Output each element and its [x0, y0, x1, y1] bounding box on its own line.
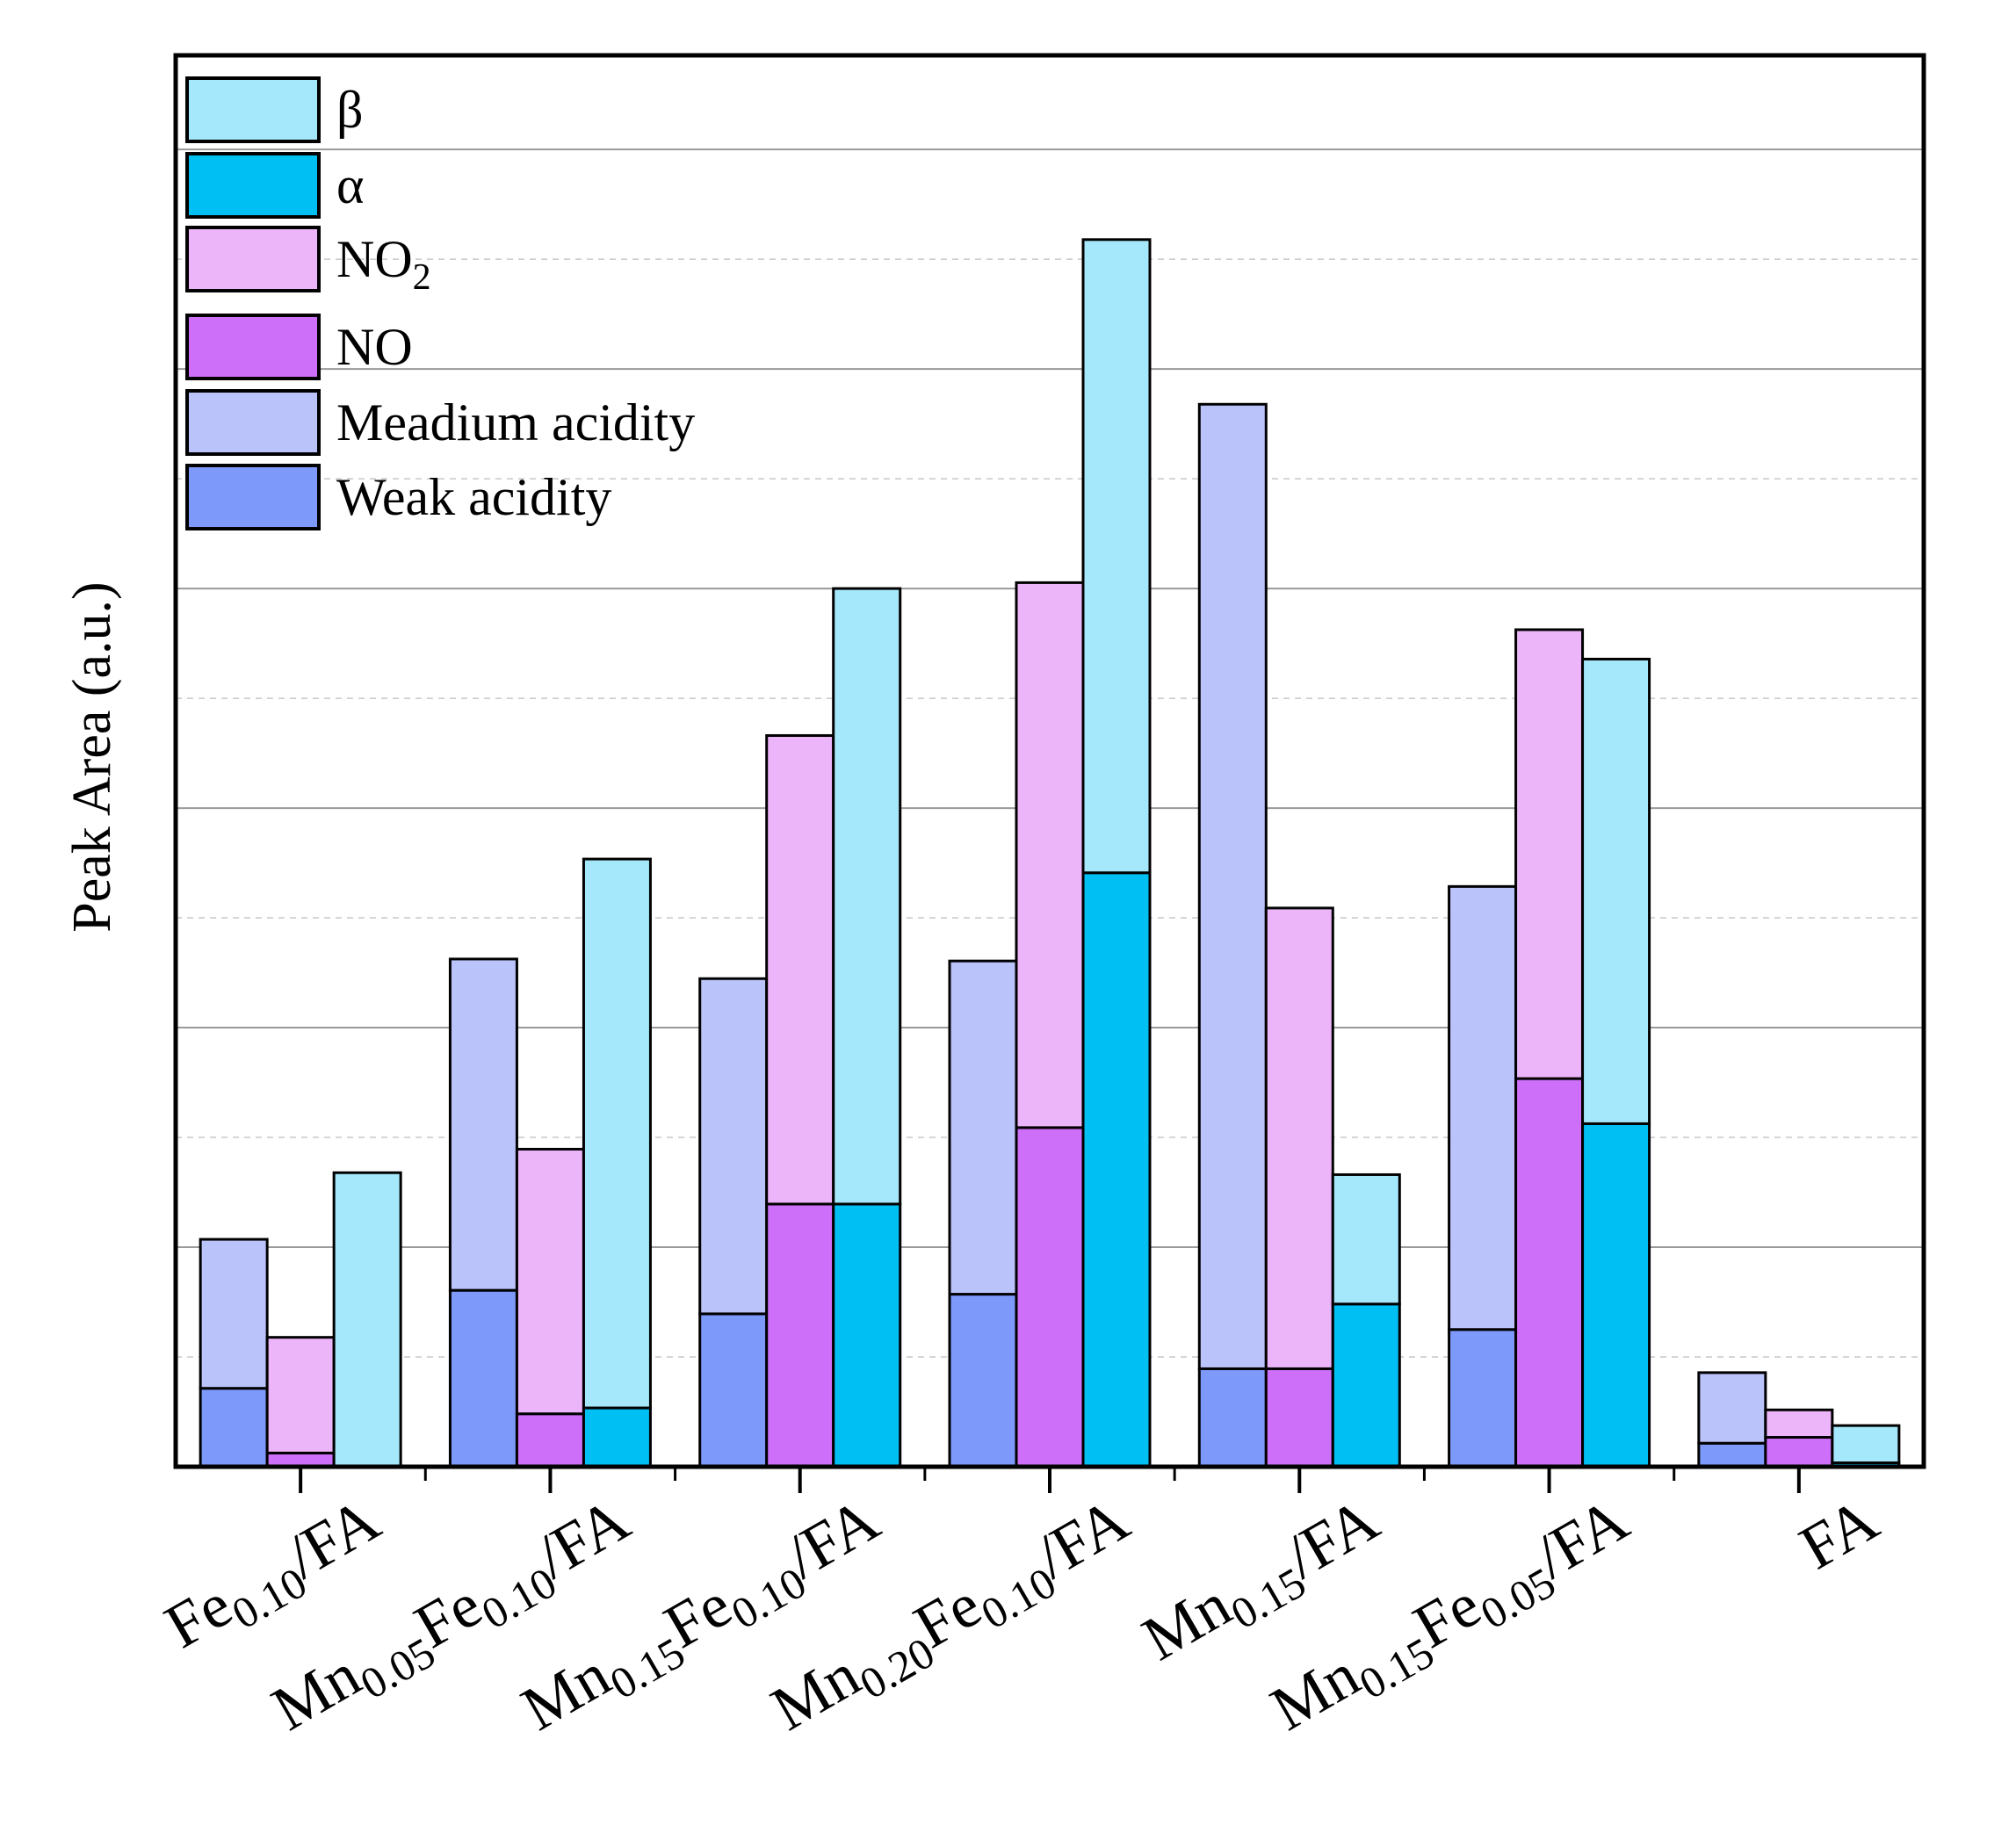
bar-segment [765, 733, 835, 1206]
bar-segment [582, 1406, 652, 1468]
legend-label: NO [336, 318, 413, 376]
legend-swatch [185, 152, 321, 219]
bar-segment [265, 1336, 336, 1454]
legend-label: NO2 [336, 230, 431, 298]
bar-segment [515, 1147, 585, 1416]
x-tick-label: FA [1788, 1484, 1890, 1584]
y-axis-label: Peak Area (a.u.) [62, 581, 122, 932]
bar-segment [1764, 1408, 1834, 1440]
bar-segment [1581, 657, 1651, 1125]
bar-segment [1331, 1173, 1401, 1306]
bar-segment [698, 977, 769, 1316]
bar-segment [1448, 884, 1518, 1331]
bar-segment [1081, 871, 1152, 1468]
legend-swatch [185, 76, 321, 143]
bar-segment [698, 1312, 769, 1468]
bar-segment [1697, 1441, 1767, 1468]
x-tick-label: Mn0.15/FA [1131, 1484, 1394, 1683]
legend-swatch [185, 464, 321, 530]
legend-label: β [336, 81, 364, 139]
bar-segment [1331, 1302, 1401, 1468]
bar-segment [1264, 906, 1334, 1370]
legend-label: α [336, 156, 364, 214]
legend-swatch [185, 389, 321, 456]
bar-segment [765, 1202, 835, 1468]
bar-segment [1015, 581, 1085, 1129]
bar-segment [448, 1288, 518, 1468]
bar-segment [1264, 1367, 1334, 1468]
bar-segment [1697, 1371, 1767, 1445]
bar-segment [1514, 628, 1585, 1080]
bar-segment [1081, 238, 1152, 875]
legend-swatch [185, 314, 321, 380]
x-tick-label: Fe0.10/FA [154, 1484, 396, 1670]
bar-segment [1514, 1077, 1585, 1468]
bar-segment [832, 1202, 902, 1468]
bar-segment [832, 587, 902, 1206]
bar-segment [582, 857, 652, 1410]
bar-segment [948, 959, 1018, 1296]
bar-segment [332, 1171, 402, 1468]
bar-segment [199, 1387, 269, 1468]
bar-segment [448, 957, 518, 1292]
bar-segment [199, 1237, 269, 1390]
bar-segment [948, 1293, 1018, 1468]
legend-label: Meadium acidity [336, 393, 695, 451]
bar-segment [1764, 1436, 1834, 1468]
legend-label: Weak acidity [336, 468, 611, 526]
bar-segment [1581, 1122, 1651, 1468]
legend: βα NO2 NO Meadium acidity Weak acidity [185, 76, 695, 530]
bar-segment [1197, 1367, 1268, 1468]
bar-segment [515, 1412, 585, 1468]
bar-segment [1197, 402, 1268, 1370]
bar-segment [1448, 1328, 1518, 1468]
bar-segment [1015, 1126, 1085, 1468]
bar-segment [1831, 1424, 1901, 1465]
legend-swatch [185, 226, 321, 292]
x-axis: Fe0.10/FAMn0.05Fe0.10/FAMn0.15Fe0.10/FAM… [154, 1467, 1890, 1744]
